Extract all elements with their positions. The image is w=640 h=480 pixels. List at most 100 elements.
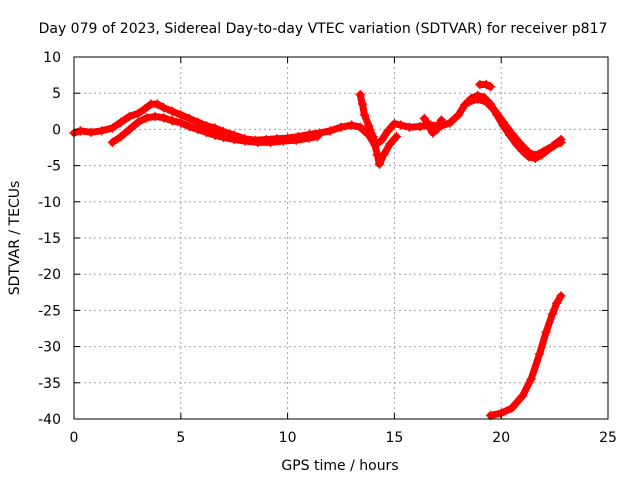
data-point (485, 81, 496, 92)
data-point (445, 118, 455, 128)
data-point (116, 131, 126, 142)
data-point (278, 136, 289, 146)
data-point (404, 122, 415, 132)
y-tick-label: 0 (52, 122, 61, 138)
data-point (176, 110, 186, 120)
data-point (133, 108, 143, 119)
data-point (385, 139, 395, 149)
data-point (547, 309, 558, 319)
data-point (419, 113, 430, 124)
data-point (139, 104, 150, 114)
data-point (86, 127, 96, 138)
chart-title: Day 079 of 2023, Sidereal Day-to-day VTE… (39, 21, 608, 37)
series-layer (69, 79, 566, 421)
data-point (490, 105, 500, 116)
data-point (252, 137, 263, 148)
data-point (124, 124, 135, 135)
data-point (336, 122, 346, 132)
data-point (526, 374, 536, 384)
data-point (158, 113, 169, 123)
data-point (464, 97, 474, 107)
y-tick-label: -40 (38, 412, 61, 428)
data-point (428, 128, 438, 138)
y-tick-label: -20 (38, 267, 61, 283)
data-point (355, 122, 365, 132)
y-tick-label: -5 (47, 159, 61, 175)
series-band (108, 112, 321, 146)
data-point (107, 137, 118, 148)
data-point (396, 120, 406, 130)
data-point (364, 121, 374, 131)
x-tick-label: 10 (279, 430, 297, 446)
x-tick-label: 20 (492, 430, 510, 446)
data-point (383, 126, 393, 136)
y-tick-label: -25 (38, 303, 61, 319)
data-point (150, 111, 160, 122)
series-band (487, 292, 565, 419)
data-point (453, 110, 464, 120)
data-point (515, 139, 526, 149)
data-point (547, 141, 558, 151)
y-tick-label: -35 (38, 376, 61, 392)
data-point (304, 133, 314, 143)
data-point (312, 131, 323, 142)
series-track-b (107, 111, 323, 148)
data-point (229, 134, 239, 145)
series-track-g (485, 291, 566, 421)
ticks: 0 5 10 15 20 25 10 5 0 -5 -10 -15 -20 -25 -30 -35 -40 (38, 50, 617, 446)
data-point (374, 159, 385, 169)
data-point (158, 102, 169, 113)
x-tick-label: 0 (70, 430, 79, 446)
y-tick-label: 5 (52, 86, 61, 102)
grid (74, 57, 608, 419)
data-point (436, 115, 447, 125)
x-tick-label: 5 (176, 430, 185, 446)
data-point (325, 126, 336, 136)
data-point (167, 115, 178, 126)
data-point (201, 127, 212, 138)
y-tick-label: 10 (43, 50, 61, 66)
data-point (534, 349, 545, 359)
x-tick-label: 15 (385, 430, 403, 446)
data-point (556, 291, 566, 301)
data-point (240, 136, 250, 146)
data-point (116, 117, 126, 127)
data-point (481, 97, 491, 107)
y-tick-label: -30 (38, 340, 61, 356)
data-point (551, 298, 562, 308)
data-point (152, 99, 163, 109)
data-point (556, 134, 566, 145)
y-tick-label: -15 (38, 231, 61, 247)
data-point (218, 132, 229, 143)
data-point (210, 130, 220, 140)
data-point (541, 327, 551, 337)
data-point (124, 111, 135, 122)
data-point (75, 126, 86, 136)
y-axis-label: SDTVAR / TECUs (7, 181, 23, 296)
data-point (355, 89, 365, 100)
data-point (291, 135, 301, 146)
data-point (524, 147, 534, 158)
data-point (378, 149, 389, 160)
data-point (265, 137, 276, 148)
data-point (176, 118, 186, 128)
data-point (415, 121, 425, 132)
y-tick-label: -10 (38, 195, 61, 211)
x-tick-label: 25 (599, 430, 617, 446)
data-point (498, 117, 509, 127)
x-axis-label: GPS time / hours (281, 458, 398, 474)
data-point (167, 106, 178, 117)
data-point (184, 113, 195, 124)
data-point (141, 113, 152, 123)
data-point (107, 123, 118, 133)
data-point (389, 118, 400, 129)
data-point (485, 410, 496, 421)
data-point (517, 391, 528, 401)
data-point (133, 117, 143, 127)
data-point (97, 126, 107, 136)
data-point (423, 121, 434, 131)
data-point (507, 128, 517, 139)
data-point (472, 94, 483, 104)
series-track-d (355, 89, 402, 169)
